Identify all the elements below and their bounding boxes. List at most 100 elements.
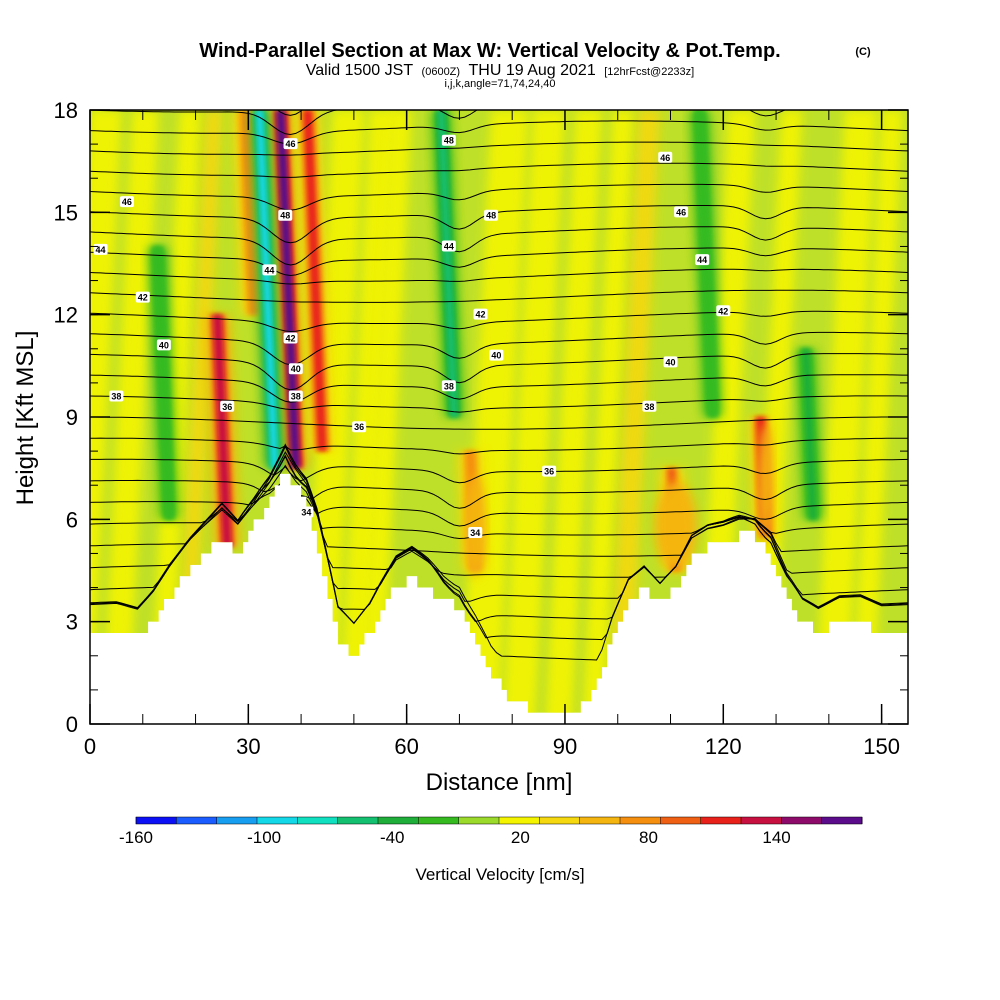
velocity-cell [240, 110, 258, 315]
y-tick-label: 12 [54, 303, 78, 328]
colorbar-swatch [458, 817, 500, 824]
colorbar-tick-labels: -160 -100 -40 20 80 140 [119, 828, 791, 847]
contour-label: 44 [441, 240, 456, 252]
updraft-core [654, 481, 697, 571]
colorbar-swatch [337, 817, 379, 824]
contour-label-text: 34 [301, 508, 311, 518]
colorbar-swatch [176, 817, 218, 824]
contour-label-text: 38 [444, 381, 454, 391]
chart-subtitle: Valid 1500 JST (0600Z) THU 19 Aug 2021 [… [306, 62, 694, 79]
axis-ticks [89, 109, 908, 725]
contour-label-text: 44 [96, 245, 106, 255]
velocity-cell [154, 246, 173, 520]
isentrope-line [90, 120, 908, 145]
contour-label-box [716, 305, 731, 317]
updraft-core [757, 423, 774, 547]
x-tick-label: 0 [84, 734, 96, 759]
contour-label-box [658, 151, 673, 163]
isentrope-line [90, 247, 908, 277]
contour-label-box [283, 332, 298, 344]
contour-label: 44 [93, 243, 108, 255]
contour-label-text: 46 [122, 197, 132, 207]
contour-label-box [542, 465, 557, 477]
contour-label: 46 [283, 138, 298, 150]
isentrope-line [90, 141, 908, 156]
contour-label-box [299, 506, 314, 518]
subtitle-date: THU 19 Aug 2021 [469, 62, 596, 79]
velocity-cell [276, 110, 301, 469]
colorbar-swatch [660, 817, 702, 824]
contour-label-text: 44 [264, 265, 274, 275]
isentrope-line [90, 477, 908, 527]
contour-label: 36 [352, 421, 367, 433]
contour-label-box [288, 390, 303, 402]
isentrope-line [90, 226, 908, 266]
contour-label: 34 [468, 526, 483, 538]
colorbar-swatch [821, 817, 863, 824]
contour-label-text: 36 [354, 422, 364, 432]
contour-label-text: 38 [644, 402, 654, 412]
x-axis-label: Distance [nm] [426, 769, 573, 796]
colorbar-label: Vertical Velocity [cm/s] [415, 865, 584, 884]
contour-label: 46 [658, 151, 673, 163]
isentrope-line [90, 289, 908, 303]
contour-label: 42 [716, 305, 731, 317]
contour-label-box [642, 400, 657, 412]
isentrope-line [90, 445, 908, 602]
field-band [360, 110, 412, 713]
contour-label: 48 [484, 209, 499, 221]
colorbar-swatch [499, 817, 540, 824]
contour-label-box [156, 339, 171, 351]
y-tick-label: 9 [66, 405, 78, 430]
velocity-cell [802, 348, 817, 520]
contour-label-text: 48 [280, 211, 290, 221]
colorbar-swatch [741, 817, 782, 824]
subtitle-forecast: [12hrFcst@2233z] [604, 66, 694, 78]
contour-label: 38 [441, 380, 456, 392]
y-tick-label: 6 [66, 507, 78, 532]
contour-label-text: 44 [444, 241, 454, 251]
contour-label-box [352, 421, 367, 433]
isentrope-line [90, 451, 908, 557]
isentrope-line [90, 416, 908, 430]
colorbar-swatch [781, 817, 823, 824]
contour-label-box [135, 291, 150, 303]
colorbar-swatch [620, 817, 661, 824]
y-tick-label: 18 [54, 98, 78, 123]
isentrope-line [90, 479, 908, 509]
contour-label-text: 36 [544, 467, 554, 477]
y-tick-label: 15 [54, 200, 78, 225]
contour-label: 38 [109, 390, 124, 402]
subtitle-grid: i,j,k,angle=71,74,24,40 [444, 78, 555, 90]
updraft-core [464, 474, 486, 578]
contour-label-box [663, 356, 678, 368]
contour-labels: 46 48 46 46 48 48 46 44 44 44 44 42 42 42 42 40 40 40 40 38… [93, 134, 731, 538]
contour-label-text: 42 [476, 310, 486, 320]
contour-label-box [695, 254, 710, 266]
colorbar-tick-label: 140 [762, 828, 790, 847]
contour-label-box [674, 206, 689, 218]
isentrope-line [90, 353, 908, 391]
contour-label-box [441, 240, 456, 252]
y-tick-label: 0 [66, 712, 78, 737]
contour-label-box [473, 308, 488, 320]
contour-label-text: 44 [697, 255, 707, 265]
x-tick-label: 120 [705, 734, 742, 759]
contour-label: 48 [441, 134, 456, 146]
contour-label-text: 42 [138, 293, 148, 303]
contour-label-box [283, 138, 298, 150]
x-tick-label: 150 [863, 734, 900, 759]
contour-label: 38 [642, 400, 657, 412]
contour-label-box [489, 349, 504, 361]
contour-label-text: 48 [486, 211, 496, 221]
contour-label-text: 38 [291, 392, 301, 402]
contour-label: 40 [156, 339, 171, 351]
contour-label: 34 [299, 506, 314, 518]
x-tick-label: 60 [394, 734, 418, 759]
copyright-mark: (C) [855, 46, 871, 58]
contour-label-text: 40 [491, 351, 501, 361]
contour-label: 40 [288, 363, 303, 375]
field-band [176, 110, 222, 713]
